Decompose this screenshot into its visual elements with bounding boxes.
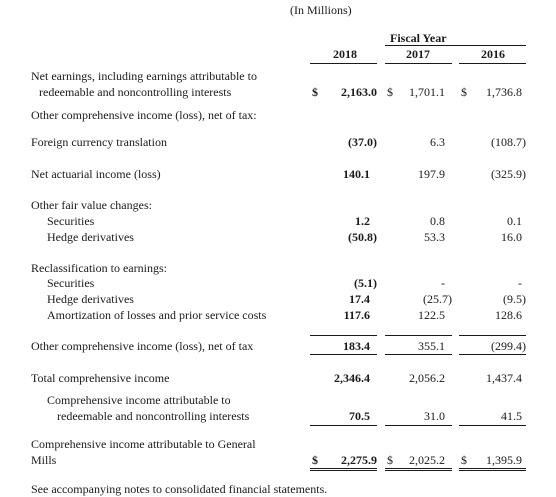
fv-hedge-label: Hedge derivatives <box>47 230 134 244</box>
fx-translation-2017: 6.3 <box>430 135 445 149</box>
fv-hedge-2017: 53.3 <box>424 230 445 244</box>
gm-double-rule-2018 <box>310 468 377 471</box>
fv-securities-2016: 0.1 <box>507 214 522 228</box>
col-2018-header-rule <box>310 63 377 64</box>
net-actuarial-2018: 140.1 <box>343 167 370 181</box>
oci-total-rule-2018 <box>310 335 377 336</box>
nci-rule-2018 <box>310 425 377 426</box>
nci-comprehensive-2016: 41.5 <box>501 409 522 423</box>
rc-hedge-2016: (9.5) <box>503 292 526 306</box>
units-caption: (In Millions) <box>290 3 352 17</box>
total-comprehensive-2016: 1,437.4 <box>486 371 522 385</box>
nci-comprehensive-2017: 31.0 <box>424 409 445 423</box>
oci-heading: Other comprehensive income (loss), net o… <box>31 108 257 122</box>
fv-hedge-2016: 16.0 <box>501 230 522 244</box>
fv-securities-2017: 0.8 <box>430 214 445 228</box>
net-earnings-2018-currency: $ <box>312 85 318 99</box>
year-2018-header: 2018 <box>333 47 357 61</box>
fv-securities-label: Securities <box>47 214 95 228</box>
gm-comprehensive-2018-currency: $ <box>312 453 318 467</box>
oci-total-rule-2017 <box>385 335 452 336</box>
net-earnings-2017-currency: $ <box>387 85 393 99</box>
rc-amortization-label: Amortization of losses and prior service… <box>47 308 267 322</box>
gm-double-rule-2016 <box>459 468 526 471</box>
rc-securities-2017: - <box>441 276 445 290</box>
net-earnings-label: Net earnings, including earnings attribu… <box>31 69 257 83</box>
nci-comprehensive-2018: 70.5 <box>349 409 370 423</box>
gm-comprehensive-2018: 2,275.9 <box>341 453 377 467</box>
net-earnings-2018: 2,163.0 <box>341 85 377 99</box>
net-actuarial-2016: (325.9) <box>491 167 526 181</box>
col-2016-header-rule <box>459 63 526 64</box>
gm-double-rule-2017 <box>385 468 452 471</box>
total-comprehensive-2018: 2,346.4 <box>334 371 370 385</box>
nci-comprehensive-label: Comprehensive income attributable to <box>47 393 231 407</box>
net-actuarial-label: Net actuarial income (loss) <box>31 167 161 181</box>
rc-amortization-2018: 117.6 <box>343 308 370 322</box>
gm-comprehensive-label-cont: Mills <box>31 453 57 467</box>
oci-total-underline-2016 <box>459 354 526 355</box>
fx-translation-2018: (37.0) <box>348 135 377 149</box>
year-2017-header: 2017 <box>406 47 430 61</box>
rc-securities-label: Securities <box>47 276 95 290</box>
net-earnings-label-cont: redeemable and noncontrolling interests <box>39 85 232 99</box>
oci-total-rule-2016 <box>459 335 526 336</box>
footer-note: See accompanying notes to consolidated f… <box>31 482 328 496</box>
fx-translation-2016: (108.7) <box>491 135 526 149</box>
oci-total-2016: (299.4) <box>491 339 526 353</box>
gm-comprehensive-2017-currency: $ <box>387 453 393 467</box>
gm-comprehensive-2017: 2,025.2 <box>409 453 445 467</box>
total-comprehensive-2017: 2,056.2 <box>409 371 445 385</box>
total-comprehensive-label: Total comprehensive income <box>31 371 170 385</box>
fair-value-heading: Other fair value changes: <box>31 198 152 212</box>
rc-hedge-2017: (25.7) <box>423 292 452 306</box>
gm-comprehensive-2016: 1,395.9 <box>486 453 522 467</box>
net-earnings-2017: 1,701.1 <box>409 85 445 99</box>
oci-total-underline-2017 <box>385 354 452 355</box>
nci-rule-2017 <box>385 425 452 426</box>
fv-hedge-2018: (50.8) <box>348 230 377 244</box>
rc-hedge-2018: 17.4 <box>349 292 370 306</box>
fx-translation-label: Foreign currency translation <box>31 135 167 149</box>
oci-total-label: Other comprehensive income (loss), net o… <box>31 339 254 353</box>
rc-securities-2016: - <box>518 276 522 290</box>
net-earnings-2016-currency: $ <box>461 85 467 99</box>
oci-total-underline-2018 <box>310 354 377 355</box>
gm-comprehensive-2016-currency: $ <box>461 453 467 467</box>
rc-securities-2018: (5.1) <box>354 276 377 290</box>
net-earnings-2016: 1,736.8 <box>486 85 522 99</box>
oci-total-2017: 355.1 <box>418 339 445 353</box>
net-actuarial-2017: 197.9 <box>418 167 445 181</box>
fv-securities-2018: 1.2 <box>355 214 370 228</box>
rc-amortization-2016: 128.6 <box>495 308 522 322</box>
rc-amortization-2017: 122.5 <box>418 308 445 322</box>
reclass-heading: Reclassification to earnings: <box>31 261 167 275</box>
col-2017-header-rule <box>385 63 452 64</box>
gm-comprehensive-label: Comprehensive income attributable to Gen… <box>31 437 256 451</box>
year-2016-header: 2016 <box>481 47 505 61</box>
rc-hedge-label: Hedge derivatives <box>47 292 134 306</box>
oci-total-2018: 183.4 <box>343 339 370 353</box>
nci-rule-2016 <box>459 425 526 426</box>
fiscal-year-heading: Fiscal Year <box>390 31 447 45</box>
nci-comprehensive-label-cont: redeemable and noncontrolling interests <box>57 409 250 423</box>
fiscal-year-rule <box>385 45 526 46</box>
